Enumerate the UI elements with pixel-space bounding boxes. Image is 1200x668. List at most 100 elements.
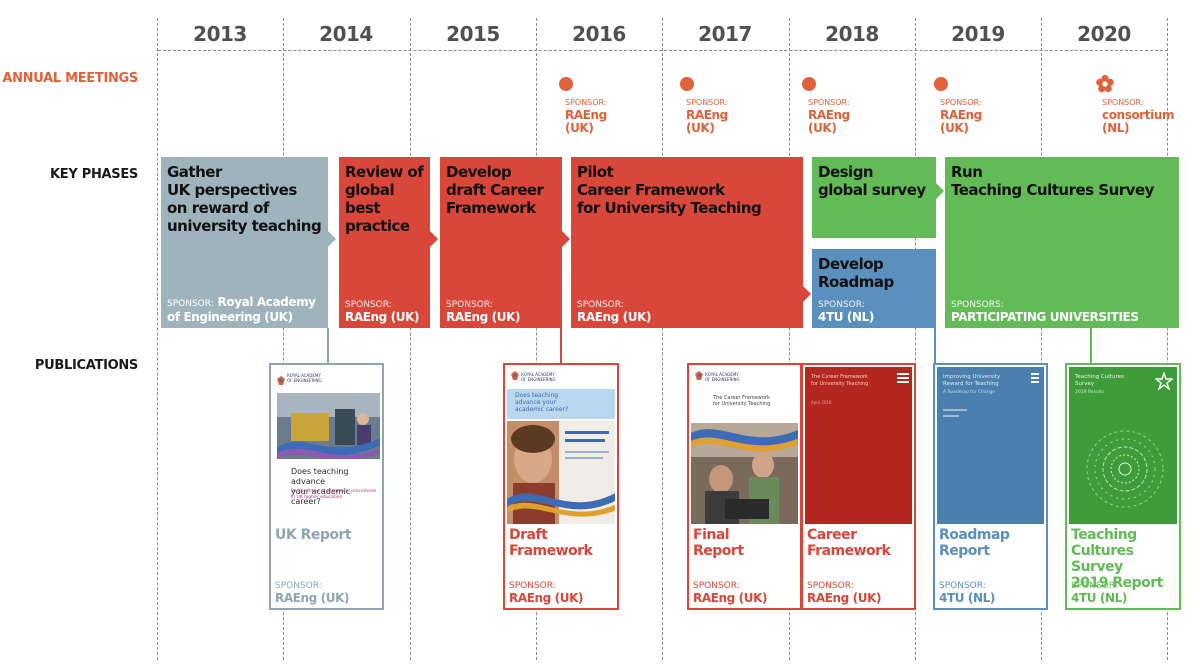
publication-sponsor: SPONSOR: RAEng (UK) [509, 580, 583, 605]
cover-subtitle-line: in UK higher education [291, 495, 343, 500]
arrow-right-icon [803, 286, 811, 302]
dot-icon [680, 77, 694, 91]
sponsor-name: 4TU (NL) [939, 591, 995, 605]
menu-icon [897, 373, 909, 383]
sponsor-name: RAEng (UK) [509, 591, 584, 605]
phase-title-line: Pilot [577, 163, 614, 181]
cover-headline: Improving University Reward for Teaching [943, 374, 1000, 388]
sponsor-label: SPONSOR: [1071, 581, 1118, 591]
phase-title-line: Framework [446, 199, 536, 217]
sponsor-name: Royal Academy [217, 295, 316, 309]
year-label: 2015 [446, 22, 500, 46]
sponsor-label: SPONSOR: [939, 581, 986, 591]
meeting-sponsor: SPONSOR: consortium (NL) [1102, 97, 1175, 135]
year-label: 2019 [951, 22, 1005, 46]
cover-rule [943, 409, 967, 411]
cover-headline: The Career Framework for University Teac… [811, 374, 868, 388]
sponsor-name: RAEng (UK) [693, 591, 768, 605]
phase-title-line: practice [345, 217, 410, 235]
header-divider [158, 50, 1168, 51]
publication-final-report[interactable]: ROYAL ACADEMY OF ENGINEERING The Career … [687, 363, 802, 610]
publication-title: UK Report [275, 527, 352, 543]
cover-logo: ROYAL ACADEMY OF ENGINEERING [287, 373, 322, 383]
publication-cover: ROYAL ACADEMY OF ENGINEERING The Career … [691, 367, 798, 524]
cover-band [507, 389, 615, 419]
cover-logo: ROYAL ACADEMY OF ENGINEERING [521, 372, 556, 382]
sponsor-label: SPONSOR: [275, 581, 322, 591]
grid-line [789, 18, 790, 660]
arrow-right-icon [936, 183, 944, 199]
publication-sponsor: SPONSOR: 4TU (NL) [1071, 580, 1127, 605]
publication-title: Draft Framework [509, 527, 593, 559]
publication-sponsor: SPONSOR: RAEng (UK) [807, 580, 881, 605]
cover-headline-line: for University Teaching [811, 381, 869, 387]
publication-title-line: Report [693, 543, 744, 559]
publication-title: Career Framework [807, 527, 891, 559]
phase-title-line: global [345, 181, 395, 199]
cover-headline-line: your academic career? [291, 487, 351, 506]
year-label: 2014 [319, 22, 373, 46]
phase-title-line: draft Career [446, 181, 544, 199]
connector-line [1090, 328, 1092, 364]
sponsor-label: SPONSOR: [577, 300, 624, 310]
publication-sponsor: SPONSOR: RAEng (UK) [693, 580, 767, 605]
sponsor-name: RAEng (UK) [446, 310, 521, 324]
publication-career-framework[interactable]: The Career Framework for University Teac… [801, 363, 916, 610]
phase-title: Review of global best practice [345, 163, 424, 235]
logo-icon [511, 371, 519, 380]
cover-headline: The Career Framework for University Teac… [713, 395, 770, 407]
sponsor-name: RAEng (UK) [577, 310, 652, 324]
publication-roadmap-report[interactable]: Improving University Reward for Teaching… [933, 363, 1048, 610]
phase-title: Develop draft Career Framework [446, 163, 544, 217]
dot-icon [559, 77, 573, 91]
phase-review: Review of global best practice SPONSOR: … [339, 157, 430, 328]
sponsor-country: (UK) [940, 121, 969, 135]
cover-headline-line: Teaching Cultures [1075, 374, 1124, 380]
publication-title-line: Teaching [1071, 527, 1137, 543]
publication-sponsor: SPONSOR: RAEng (UK) [275, 580, 349, 605]
year-label: 2013 [193, 22, 247, 46]
publication-title-line: Final [693, 527, 730, 543]
sponsor-label: SPONSOR: [446, 300, 493, 310]
cover-headline-line: advance your [515, 399, 556, 406]
phase-develop-draft: Develop draft Career Framework SPONSOR: … [440, 157, 562, 328]
publication-draft-framework[interactable]: ROYAL ACADEMY OF ENGINEERING Does teachi… [503, 363, 619, 610]
cover-headline-line: Survey [1075, 381, 1095, 387]
phase-title-line: UK perspectives [167, 181, 297, 199]
arrow-right-icon [562, 231, 570, 247]
grid-line [1041, 18, 1042, 660]
publication-title-line: 2019 Report [1071, 575, 1163, 591]
year-label: 2018 [825, 22, 879, 46]
cover-subtitle: 2019 Results [1075, 390, 1105, 395]
cover-photo [277, 393, 380, 459]
sponsor-label: SPONSOR: [565, 98, 607, 107]
phase-sponsor: SPONSOR: RAEng (UK) [345, 299, 419, 324]
publication-title-line: Cultures Survey [1071, 543, 1134, 575]
sponsor-name: 4TU (NL) [818, 310, 874, 324]
cover-headline-line: Reward for Teaching [943, 381, 999, 387]
cover-headline-line: Improving University [943, 374, 1001, 380]
sponsor-name: PARTICIPATING UNIVERSITIES [951, 310, 1139, 324]
publication-title-line: Framework [509, 543, 593, 559]
publication-uk-report[interactable]: ROYAL ACADEMY OF ENGINEERING Does teachi… [269, 363, 384, 610]
connector-line [934, 328, 936, 364]
grid-line [662, 18, 663, 660]
phase-title: Design global survey [818, 163, 926, 199]
sponsor-country: (UK) [565, 121, 594, 135]
publication-teaching-cultures-report[interactable]: Teaching Cultures Survey 2019 Results Te… [1065, 363, 1181, 610]
publication-title-line: Framework [807, 543, 891, 559]
sponsor-label: SPONSOR: [940, 98, 982, 107]
sponsor-label: SPONSOR: [693, 581, 740, 591]
grid-line [283, 18, 284, 660]
phase-title: Develop Roadmap [818, 255, 894, 291]
phase-title: Pilot Career Framework for University Te… [577, 163, 762, 217]
arrow-right-icon [328, 231, 336, 247]
publication-title: Roadmap Report [939, 527, 1010, 559]
publication-cover: ROYAL ACADEMY OF ENGINEERING Does teachi… [507, 367, 615, 524]
publication-title: Final Report [693, 527, 744, 559]
dot-icon [802, 77, 816, 91]
sponsor-label: SPONSOR: [1102, 98, 1144, 107]
publication-title-line: Roadmap [939, 527, 1010, 543]
phase-title-line: university teaching [167, 217, 322, 235]
phase-develop-roadmap: Develop Roadmap SPONSOR: 4TU (NL) [812, 249, 936, 328]
